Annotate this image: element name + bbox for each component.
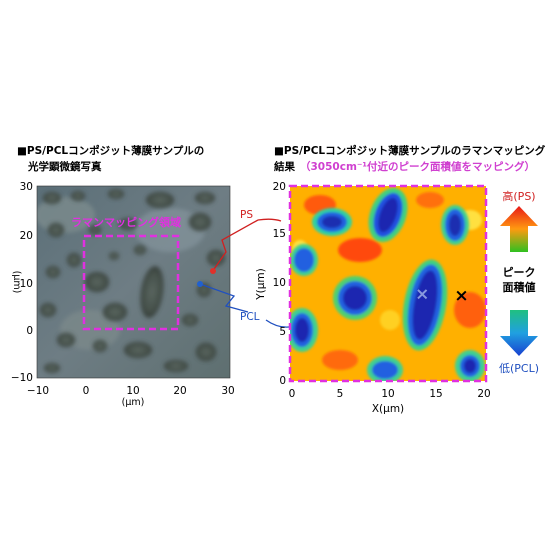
mapping-region-box bbox=[82, 234, 180, 331]
left-y-unit: (μm) bbox=[11, 271, 22, 294]
map-marker-0: × bbox=[415, 284, 429, 304]
right-ytick-20: 20 bbox=[273, 181, 286, 193]
right-ytick-0: 0 bbox=[279, 375, 286, 387]
pcl-marker-left bbox=[197, 281, 203, 287]
ps-marker-left bbox=[210, 268, 216, 274]
left-y-ticks: 30 20 10 0 −10 bbox=[11, 181, 33, 384]
legend-low-label: 低(PCL) bbox=[499, 362, 539, 375]
left-ytick-10: 10 bbox=[20, 278, 33, 290]
right-panel: ■PS/PCLコンポジット薄膜サンプルのラマンマッピング 結果 （3050cm⁻… bbox=[255, 144, 546, 415]
color-legend: 高(PS) ピーク 面積値 低(PCL) bbox=[499, 189, 539, 375]
ps-callout-label: PS bbox=[240, 209, 253, 221]
map-marker-1: × bbox=[454, 286, 468, 306]
right-ytick-10: 10 bbox=[273, 277, 286, 289]
pcl-regions bbox=[290, 187, 485, 381]
mapping-region-label: ラマンマッピング領域 bbox=[71, 215, 181, 229]
left-x-ticks: −10 0 10 20 30 bbox=[27, 385, 235, 397]
left-title-line2: 光学顕微鏡写真 bbox=[27, 160, 102, 173]
right-x-ticks: 0 5 10 15 20 bbox=[289, 388, 491, 400]
left-ytick-m10: −10 bbox=[11, 372, 33, 384]
left-ytick-20: 20 bbox=[20, 230, 33, 242]
legend-mid-line2: 面積値 bbox=[503, 280, 536, 294]
left-xtick-m10: −10 bbox=[27, 385, 49, 397]
right-x-label: X(μm) bbox=[372, 403, 404, 415]
right-title-line1: ■PS/PCLコンポジット薄膜サンプルのラマンマッピング bbox=[274, 144, 546, 157]
right-xtick-15: 15 bbox=[429, 388, 442, 400]
right-title-line2-highlight: （3050cm⁻¹付近のピーク面積値をマッピング） bbox=[300, 160, 535, 173]
left-xtick-30: 30 bbox=[221, 385, 234, 397]
legend-down-arrow bbox=[500, 310, 538, 356]
raman-map: × × bbox=[290, 186, 486, 381]
left-ytick-0: 0 bbox=[26, 325, 33, 337]
right-ytick-5: 5 bbox=[279, 326, 286, 338]
left-xtick-20: 20 bbox=[173, 385, 186, 397]
pcl-domains bbox=[40, 189, 225, 373]
right-y-ticks: 20 15 10 5 0 bbox=[273, 181, 286, 387]
left-xtick-0: 0 bbox=[83, 385, 90, 397]
map-markers: × × bbox=[415, 284, 468, 306]
right-xtick-5: 5 bbox=[337, 388, 344, 400]
right-title-line2-prefix: 結果 bbox=[274, 160, 295, 173]
legend-high-label: 高(PS) bbox=[502, 189, 535, 203]
left-title-line1: ■PS/PCLコンポジット薄膜サンプルの bbox=[17, 144, 204, 157]
right-y-label: Y(μm) bbox=[255, 268, 267, 301]
map-border bbox=[288, 184, 488, 383]
left-panel: ■PS/PCLコンポジット薄膜サンプルの 光学顕微鏡写真 bbox=[11, 144, 235, 408]
right-xtick-10: 10 bbox=[381, 388, 394, 400]
right-xtick-0: 0 bbox=[289, 388, 296, 400]
right-xtick-20: 20 bbox=[477, 388, 490, 400]
legend-up-arrow bbox=[500, 206, 538, 252]
left-x-unit: (μm) bbox=[122, 397, 145, 408]
left-xtick-10: 10 bbox=[126, 385, 139, 397]
pcl-callout-label: PCL bbox=[240, 311, 260, 323]
left-ytick-30: 30 bbox=[20, 181, 33, 193]
callouts: PS PCL bbox=[197, 209, 301, 329]
right-ytick-15: 15 bbox=[273, 228, 286, 240]
legend-mid-line1: ピーク bbox=[503, 266, 536, 279]
